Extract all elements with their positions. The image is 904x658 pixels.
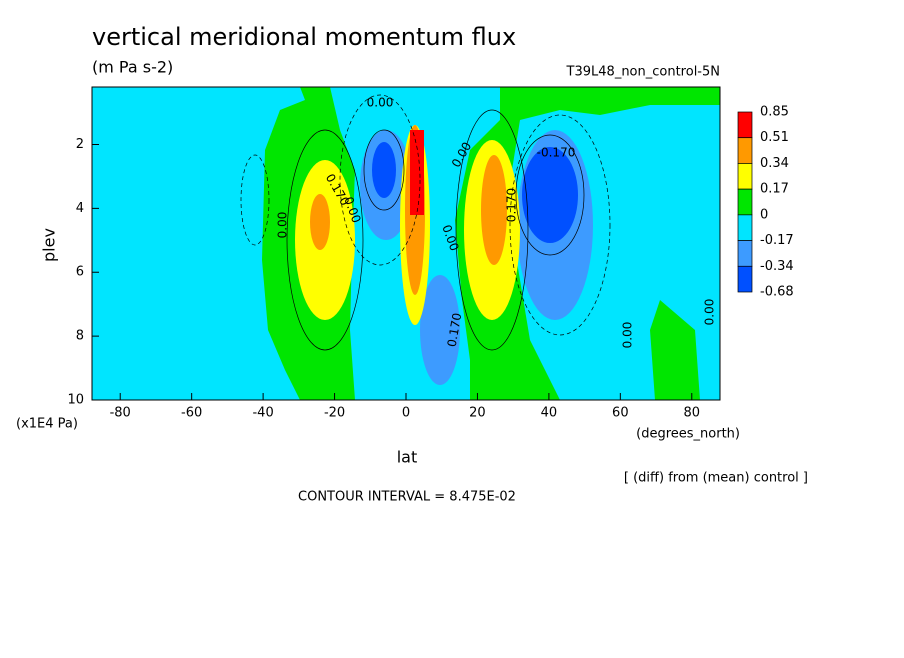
contour-line [515, 134, 585, 256]
contour-region [410, 130, 424, 215]
x-tick-label: 0 [402, 406, 410, 421]
x-units: (degrees_north) [636, 427, 740, 442]
colorbar-label: -0.17 [760, 233, 794, 248]
y-tick-label: 10 [67, 393, 84, 408]
contour-region [481, 155, 507, 265]
y-tick-label: 6 [76, 265, 84, 280]
colorbar-swatch [737, 214, 753, 241]
contour-region [310, 194, 330, 250]
contour-line [240, 154, 270, 246]
contour-label: 0.00 [621, 322, 635, 349]
contour-label: 0.170 [505, 188, 519, 222]
subtitle: (m Pa s-2) [92, 58, 173, 77]
y-axis-label: plev [40, 228, 59, 262]
x-tick-label: 80 [684, 406, 701, 421]
y-tick-label: 2 [76, 137, 84, 152]
chart-title: vertical meridional momentum flux [92, 23, 516, 51]
contour-label: 0.00 [276, 212, 290, 239]
colorbar-swatch [737, 163, 753, 190]
y-tick-label: 8 [76, 329, 84, 344]
contour-label: 0.170 [445, 312, 465, 348]
y-units: (x1E4 Pa) [16, 417, 78, 432]
contour-line [286, 129, 364, 351]
dataset-label: T39L48_non_control-5N [566, 65, 720, 80]
contour-line [339, 94, 421, 266]
colorbar-swatch [737, 137, 753, 164]
colorbar-swatch [737, 188, 753, 216]
x-axis-label: lat [397, 448, 418, 467]
x-tick-label: -20 [324, 406, 345, 421]
colorbar-label: 0.17 [760, 182, 789, 197]
contour-line [509, 114, 611, 336]
x-tick-label: 20 [469, 406, 486, 421]
y-tick-label: 4 [76, 201, 84, 216]
x-tick-label: 40 [541, 406, 558, 421]
contour-label: -0.170 [537, 146, 576, 160]
x-tick-label: 60 [612, 406, 629, 421]
contour-interval: CONTOUR INTERVAL = 8.475E-02 [298, 490, 516, 505]
colorbar-label: 0.85 [760, 105, 789, 120]
contour-region [420, 275, 460, 385]
colorbar-label: -0.68 [760, 285, 794, 300]
contour-label: 0.00 [367, 96, 394, 110]
x-tick-label: -80 [110, 406, 131, 421]
note: [ (diff) from (mean) control ] [624, 471, 808, 486]
contour-region [372, 142, 396, 198]
colorbar-swatch [737, 111, 753, 139]
x-tick-label: -60 [181, 406, 202, 421]
contour-label: 0.00 [703, 299, 717, 326]
colorbar-swatch [737, 240, 753, 267]
colorbar-label: 0.34 [760, 156, 789, 171]
colorbar-label: 0.51 [760, 130, 789, 145]
contour-region [92, 87, 305, 400]
colorbar-swatch [737, 265, 753, 293]
contour-line [363, 129, 405, 211]
x-tick-label: -40 [252, 406, 273, 421]
colorbar-label: 0 [760, 207, 768, 222]
colorbar-label: -0.34 [760, 259, 794, 274]
contour-region [522, 147, 578, 243]
contour-line [455, 109, 529, 351]
